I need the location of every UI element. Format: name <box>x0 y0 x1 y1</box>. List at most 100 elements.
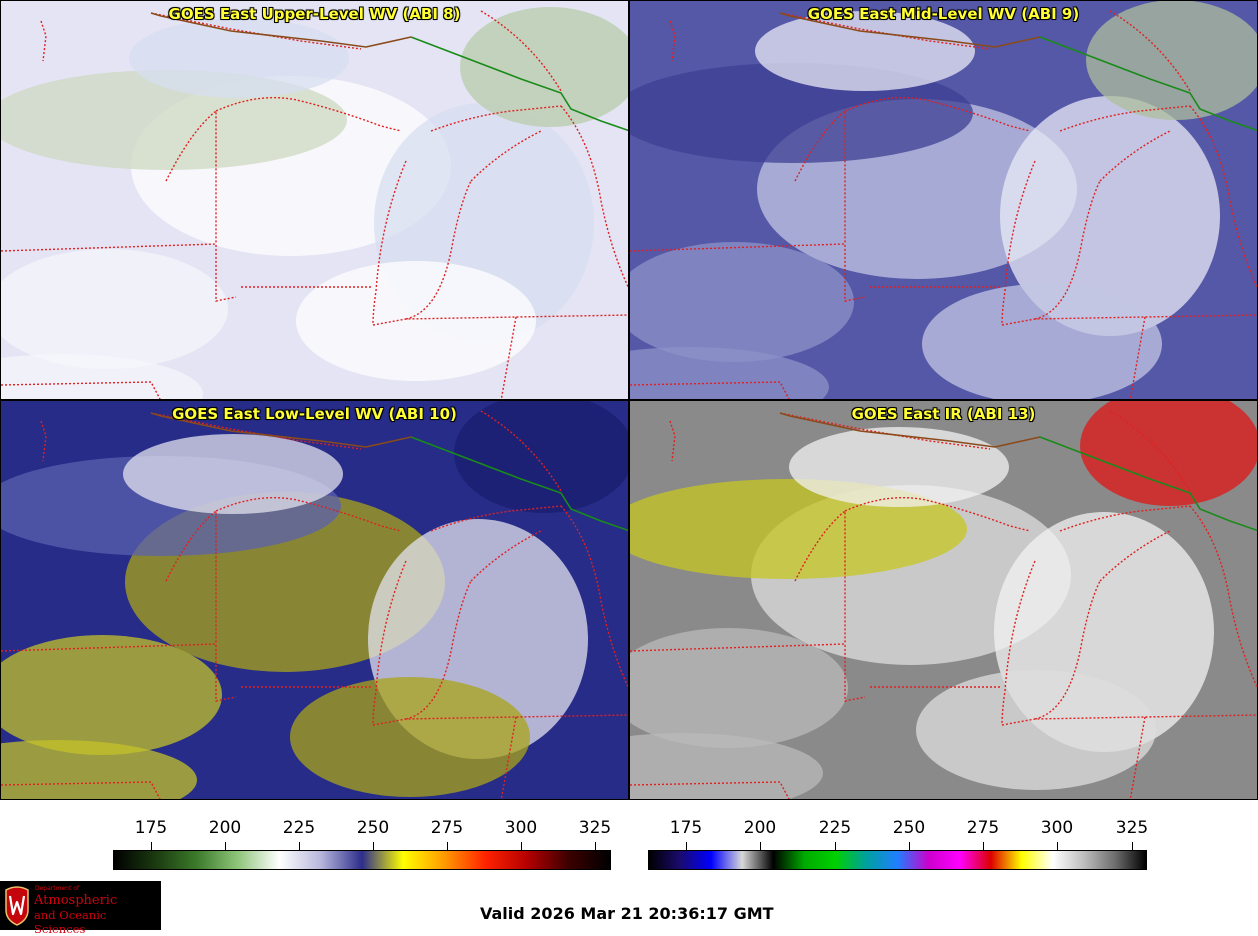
logo-department-text: Department of <box>35 885 79 892</box>
ir-tick-mark <box>686 842 687 850</box>
wv-tick-label: 175 <box>134 818 168 838</box>
cloud-feature <box>1080 401 1257 506</box>
low-level-wv-panel: GOES East Low-Level WV (ABI 10) <box>0 400 629 800</box>
state-border <box>1189 105 1257 289</box>
wv-tick-mark <box>373 842 374 850</box>
state-border <box>40 20 47 62</box>
mid-level-wv-title: GOES East Mid-Level WV (ABI 9) <box>807 5 1080 23</box>
state-border <box>215 97 402 132</box>
wv-tick-label: 225 <box>282 818 316 838</box>
state-border <box>405 580 472 720</box>
state-border <box>1001 560 1036 726</box>
mid-level-wv-image <box>630 1 1257 399</box>
ir-colorbar-gradient <box>648 850 1147 870</box>
ir-tick-mark <box>760 842 761 850</box>
upper-level-wv-title: GOES East Upper-Level WV (ABI 8) <box>168 5 461 23</box>
low-level-wv-title: GOES East Low-Level WV (ABI 10) <box>172 405 457 423</box>
state-border <box>470 530 542 582</box>
state-border <box>372 160 407 326</box>
state-border <box>630 381 790 399</box>
state-border <box>430 105 562 132</box>
state-border <box>1109 410 1191 492</box>
state-border <box>1 381 161 399</box>
state-border <box>1034 180 1101 320</box>
coastline <box>150 12 412 48</box>
ir-tick-label: 275 <box>966 818 1000 838</box>
wv-tick-mark <box>151 842 152 850</box>
ir-title: GOES East IR (ABI 13) <box>851 405 1036 423</box>
cloud-feature <box>922 284 1162 399</box>
wv-tick-label: 200 <box>208 818 242 838</box>
state-border <box>480 410 562 492</box>
upper-level-wv-panel: GOES East Upper-Level WV (ABI 8) <box>0 0 629 400</box>
cloud-feature <box>1 635 222 755</box>
ir-tick-mark <box>909 842 910 850</box>
ir-tick-label: 250 <box>892 818 926 838</box>
state-border <box>1099 130 1171 182</box>
ir-tick-mark <box>1132 842 1133 850</box>
state-border <box>165 509 217 644</box>
state-border <box>165 109 217 244</box>
state-border <box>1001 714 1257 726</box>
state-border <box>560 505 628 689</box>
state-border <box>1059 105 1191 132</box>
ir-tick-label: 175 <box>669 818 703 838</box>
state-border <box>669 420 676 462</box>
international-border <box>410 436 628 532</box>
state-border <box>844 497 1031 532</box>
state-border <box>480 10 562 92</box>
state-border <box>1059 505 1191 532</box>
cloud-feature <box>1000 96 1220 336</box>
state-border <box>1099 530 1171 582</box>
state-border <box>794 109 846 244</box>
mid-level-wv-panel: GOES East Mid-Level WV (ABI 9) <box>629 0 1258 400</box>
cloud-feature <box>630 347 829 399</box>
state-border <box>405 180 472 320</box>
state-border <box>40 420 47 462</box>
wv-tick-mark <box>595 842 596 850</box>
wv-colorbar-ticks: 175 200 225 250 275 300 325 <box>113 812 612 850</box>
aos-logo: Department of Atmospheric and Oceanic Sc… <box>0 881 161 936</box>
coastline <box>779 12 1041 48</box>
cloud-feature <box>296 261 536 381</box>
ir-tick-mark <box>1057 842 1058 850</box>
wv-tick-label: 325 <box>578 818 612 838</box>
ir-image <box>630 401 1257 799</box>
cloud-feature <box>916 670 1156 790</box>
international-border <box>410 36 628 132</box>
cloud-feature <box>1 354 203 399</box>
wv-tick-label: 275 <box>430 818 464 838</box>
low-level-wv-image <box>1 401 628 799</box>
international-border <box>1039 436 1257 532</box>
state-border <box>844 97 1031 132</box>
wv-colorbar-gradient <box>113 850 611 870</box>
coastline <box>779 412 1041 448</box>
logo-atmospheric-text: Atmospheric <box>34 893 118 908</box>
ir-tick-label: 300 <box>1040 818 1074 838</box>
ir-tick-label: 225 <box>818 818 852 838</box>
state-border <box>372 560 407 726</box>
state-border <box>470 130 542 182</box>
state-border <box>1034 580 1101 720</box>
state-border <box>1109 10 1191 92</box>
state-border <box>372 314 628 326</box>
cloud-feature <box>1 249 228 369</box>
state-border <box>1001 160 1036 326</box>
cloud-feature <box>789 427 1009 507</box>
cloud-feature <box>630 242 854 362</box>
state-border <box>669 20 676 62</box>
satellite-panel-grid: GOES East Upper-Level WV (ABI 8) GOES Ea… <box>0 0 1258 800</box>
state-border <box>430 505 562 532</box>
ir-panel: GOES East IR (ABI 13) <box>629 400 1258 800</box>
international-border <box>1039 36 1257 132</box>
state-border <box>1189 505 1257 689</box>
cloud-feature <box>1086 1 1257 120</box>
wv-tick-mark <box>225 842 226 850</box>
ir-tick-label: 325 <box>1115 818 1149 838</box>
cloud-feature <box>123 434 343 514</box>
ir-tick-mark <box>983 842 984 850</box>
wv-tick-mark <box>447 842 448 850</box>
valid-time-label: Valid 2026 Mar 21 20:36:17 GMT <box>480 904 774 923</box>
upper-level-wv-image <box>1 1 628 399</box>
ir-tick-mark <box>835 842 836 850</box>
